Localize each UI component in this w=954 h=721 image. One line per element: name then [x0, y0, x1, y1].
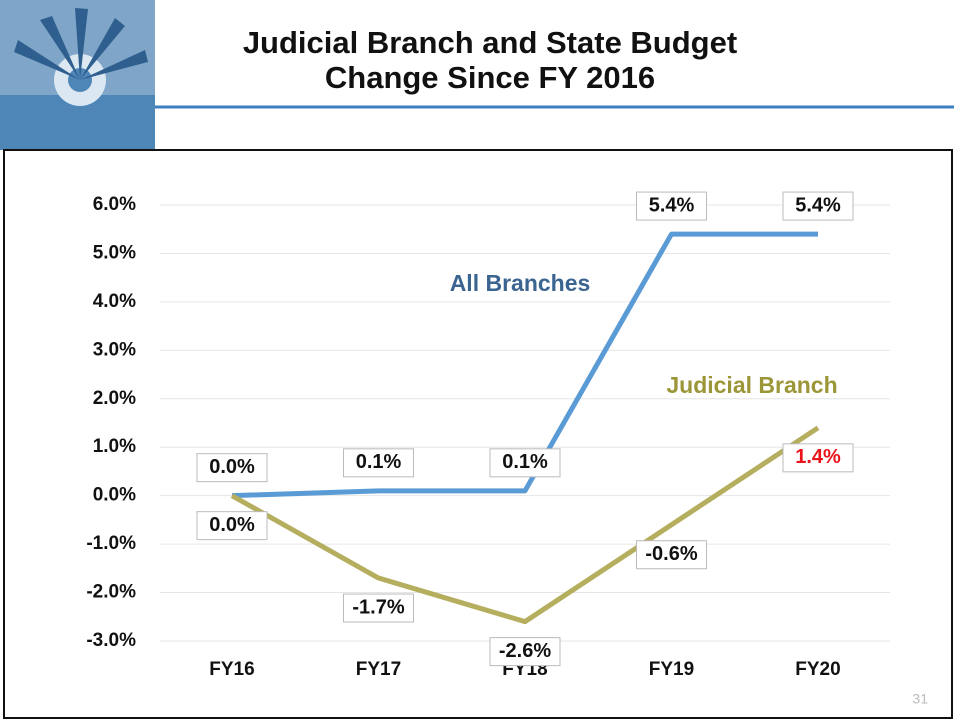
value-label-text: -2.6%	[499, 640, 551, 662]
value-label: -2.6%	[489, 637, 561, 667]
value-label-box	[343, 593, 414, 623]
value-label: 5.4%	[782, 191, 854, 221]
y-tick-label: -2.0%	[86, 582, 136, 603]
y-tick-label: 5.0%	[93, 242, 136, 263]
series-line	[230, 425, 820, 625]
chart-subtitle: Change Since FY 2016	[325, 60, 655, 95]
value-label: 0.1%	[343, 448, 414, 478]
value-label-text: 5.4%	[649, 194, 695, 216]
value-label-text: -1.7%	[352, 596, 404, 618]
value-label-box	[782, 443, 854, 473]
value-label-box	[196, 453, 268, 483]
logo	[0, 0, 155, 150]
y-tick-label: 3.0%	[93, 339, 136, 360]
y-tick-label: -3.0%	[86, 630, 136, 651]
x-tick-label: FY19	[649, 659, 694, 680]
series-name: All Branches	[450, 270, 591, 296]
slide-border	[3, 149, 953, 719]
value-label: 1.4%	[782, 443, 854, 473]
y-tick-label: 4.0%	[93, 291, 136, 312]
value-label: 0.0%	[196, 511, 268, 541]
series-name: Judicial Branch	[666, 372, 837, 398]
value-label-box	[489, 637, 561, 667]
value-label: -1.7%	[343, 593, 414, 623]
y-tick-label: 6.0%	[93, 194, 136, 215]
value-label-box	[196, 511, 268, 541]
chart-title: Judicial Branch and State Budget	[243, 25, 737, 60]
page-number: 31	[912, 691, 928, 707]
value-label-box	[636, 540, 707, 570]
value-label: 0.0%	[196, 453, 268, 483]
value-label-box	[343, 448, 414, 478]
y-tick-label: -1.0%	[86, 533, 136, 554]
value-label-box	[782, 191, 854, 221]
y-tick-label: 0.0%	[93, 485, 136, 506]
value-label-text: 1.4%	[795, 446, 841, 468]
value-label: 5.4%	[636, 191, 707, 221]
series-line	[231, 231, 818, 499]
x-tick-label: FY17	[356, 659, 401, 680]
value-label-text: 0.0%	[209, 514, 255, 536]
value-label-text: -0.6%	[645, 543, 697, 565]
x-tick-label: FY16	[209, 659, 254, 680]
value-label-text: 0.1%	[356, 451, 402, 473]
x-tick-label: FY20	[795, 659, 840, 680]
value-label-text: 0.0%	[209, 456, 255, 478]
value-label-text: 5.4%	[795, 194, 841, 216]
value-label-box	[636, 191, 707, 221]
value-label: 0.1%	[489, 448, 561, 478]
value-label-box	[489, 448, 561, 478]
value-label-text: 0.1%	[502, 451, 548, 473]
value-label: -0.6%	[636, 540, 707, 570]
y-tick-label: 2.0%	[93, 388, 136, 409]
y-tick-label: 1.0%	[93, 436, 136, 457]
